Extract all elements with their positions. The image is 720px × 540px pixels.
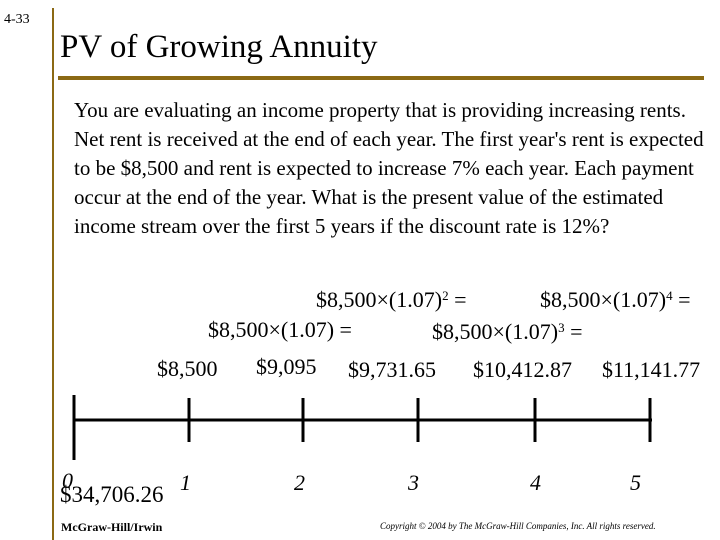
formula-exponent: 3	[558, 320, 565, 335]
formula-base: $8,500×(1.07)	[540, 287, 667, 312]
formula-year-3: $8,500×(1.07)2 =	[316, 288, 466, 312]
formula-equals: =	[564, 319, 583, 344]
title-underline-rule	[58, 76, 704, 80]
formula-base: $8,500×(1.07) =	[208, 317, 352, 342]
slide-title: PV of Growing Annuity	[60, 29, 378, 65]
period-label-3: 3	[408, 470, 419, 495]
formula-exponent: 2	[442, 288, 449, 303]
period-label-4: 4	[530, 470, 541, 495]
left-vertical-rule	[52, 8, 54, 540]
cash-flow-year-1: $8,500	[157, 356, 218, 381]
formula-year-2: $8,500×(1.07) =	[208, 318, 352, 342]
footer-copyright: Copyright © 2004 by The McGraw-Hill Comp…	[380, 521, 656, 531]
formula-exponent: 4	[666, 288, 673, 303]
formula-equals: =	[448, 287, 467, 312]
period-label-1: 1	[180, 470, 191, 495]
slide-number: 4-33	[4, 12, 30, 27]
cash-flow-year-2: $9,095	[256, 354, 317, 379]
footer-publisher: McGraw-Hill/Irwin	[61, 520, 163, 534]
present-value-answer: $34,706.26	[60, 482, 164, 507]
formula-base: $8,500×(1.07)	[316, 287, 443, 312]
formula-year-4: $8,500×(1.07)3 =	[432, 320, 582, 344]
period-label-2: 2	[294, 470, 305, 495]
cash-flow-year-5: $11,141.77	[602, 357, 701, 382]
period-label-5: 5	[630, 470, 641, 495]
cash-flow-year-4: $10,412.87	[473, 357, 572, 382]
period-label-0: 0	[62, 468, 73, 493]
formula-base: $8,500×(1.07)	[432, 319, 559, 344]
problem-statement: You are evaluating an income property th…	[74, 98, 704, 238]
formula-year-5: $8,500×(1.07)4 =	[540, 288, 690, 312]
cash-flow-year-3: $9,731.65	[348, 357, 436, 382]
formula-equals: =	[672, 287, 691, 312]
